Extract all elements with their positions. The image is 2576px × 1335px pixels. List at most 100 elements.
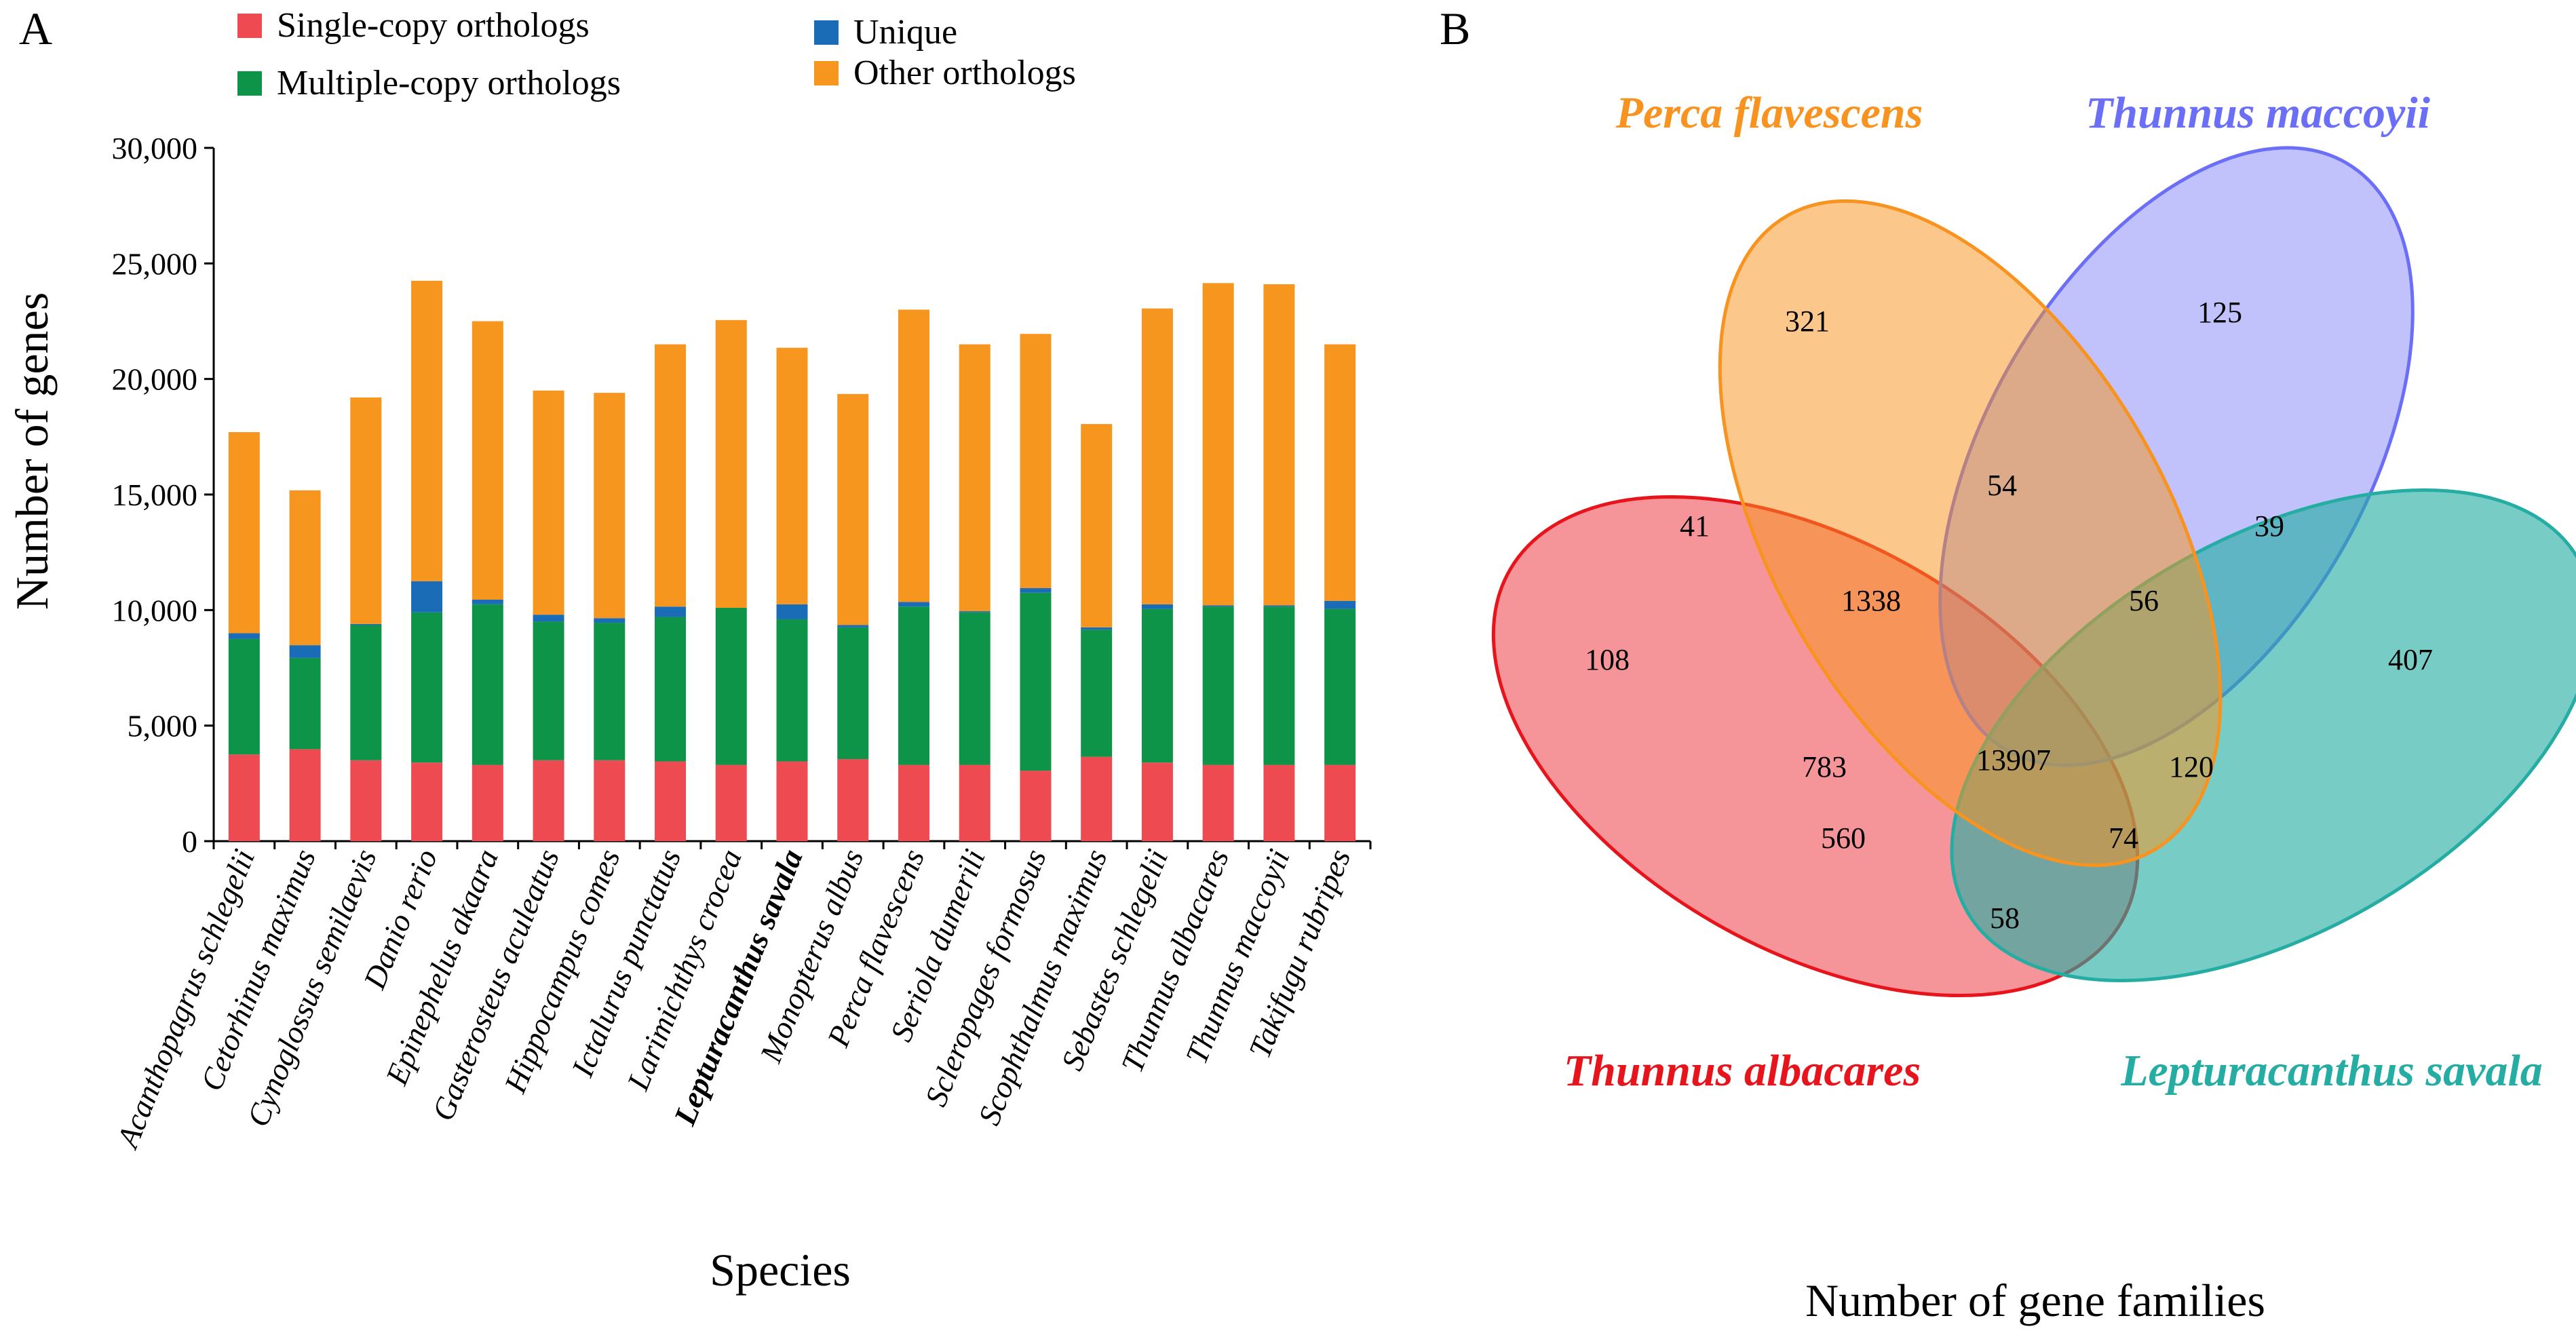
- y-tick-label: 25,000: [112, 246, 198, 281]
- bar-multiple-copy-orthologs-seriola-dumerili: [959, 612, 991, 765]
- bar-single-copy-orthologs-acanthopagrus-schlegelii: [228, 754, 260, 841]
- bar-other-orthologs-hippocampus-comes: [594, 393, 626, 619]
- venn-count-perca-flavescens-and-thunnus-maccoyii-and-thunnus-albacares-and-lepturacanthus-savala: 13907: [1976, 743, 2051, 777]
- legend-item-unique: Unique: [814, 13, 957, 52]
- bar-other-orthologs-ictalurus-punctatus: [655, 344, 687, 607]
- venn-count-thunnus-maccoyii-and-thunnus-albacares: 783: [1802, 750, 1847, 783]
- venn-ellipse-perca-flavescens: [1718, 199, 2223, 868]
- venn-set-label-thunnus-maccoyii: Thunnus maccoyii: [2085, 88, 2431, 138]
- bar-multiple-copy-orthologs-monopterus-albus: [837, 627, 869, 760]
- bar-single-copy-orthologs-scleropages-formosus: [1020, 771, 1052, 841]
- bar-multiple-copy-orthologs-cynoglossus-semilaevis: [350, 625, 382, 760]
- venn-set-labels: Perca flavescens Thunnus maccoyii Thunnus …: [1564, 88, 2543, 1096]
- venn-count-perca-flavescens: 321: [1785, 305, 1830, 338]
- bar-single-copy-orthologs-monopterus-albus: [837, 759, 869, 841]
- legend-swatch: [237, 14, 262, 38]
- bar-other-orthologs-monopterus-albus: [837, 393, 869, 625]
- bar-multiple-copy-orthologs-larimichthys-crocea: [715, 607, 747, 765]
- bar-unique-scleropages-formosus: [1020, 587, 1052, 593]
- venn-region-counts: 321 125 54 41 39 1338 56 108 407 783 13907 120 560 74…: [1585, 296, 2433, 935]
- venn-title: Number of gene families: [1805, 1275, 2265, 1326]
- venn-count-perca-flavescens-and-thunnus-albacares: 41: [1680, 509, 1710, 543]
- y-tick-label: 15,000: [112, 478, 198, 512]
- legend-label: Unique: [853, 13, 957, 52]
- bar-multiple-copy-orthologs-ictalurus-punctatus: [655, 617, 687, 762]
- bar-other-orthologs-epinephelus-akaara: [472, 321, 503, 600]
- bar-multiple-copy-orthologs-hippocampus-comes: [594, 623, 626, 760]
- bar-unique-hippocampus-comes: [594, 618, 626, 623]
- bar-multiple-copy-orthologs-danio-rerio: [411, 612, 443, 763]
- y-axis: 0 5,000 10,000 15,000 20,000 25,000 30,000: [112, 131, 1370, 859]
- y-tick-label: 10,000: [112, 593, 198, 627]
- bar-multiple-copy-orthologs-acanthopagrus-schlegelii: [228, 638, 260, 755]
- legend-item-other-orthologs: Other orthologs: [814, 54, 1076, 92]
- bar-single-copy-orthologs-hippocampus-comes: [594, 760, 626, 841]
- bar-unique-thunnus-maccoyii: [1263, 605, 1295, 607]
- y-tick-label: 30,000: [112, 131, 198, 166]
- legend-swatch: [814, 61, 839, 85]
- bar-unique-perca-flavescens: [898, 602, 929, 607]
- venn-count-thunnus-maccoyii-and-thunnus-albacares-and-lepturacanthus-savala: 560: [1821, 821, 1866, 855]
- bar-single-copy-orthologs-lepturacanthus-savala: [776, 761, 808, 841]
- bar-unique-acanthopagrus-schlegelii: [228, 633, 260, 639]
- bar-unique-epinephelus-akaara: [472, 600, 503, 604]
- y-tick-label: 0: [182, 824, 197, 859]
- y-tick-label: 5,000: [128, 709, 198, 743]
- panel-b-label: B: [1440, 3, 1470, 54]
- bar-other-orthologs-larimichthys-crocea: [715, 320, 747, 608]
- bar-unique-thunnus-albacares: [1202, 605, 1234, 607]
- bar-other-orthologs-lepturacanthus-savala: [776, 347, 808, 604]
- bar-unique-gasterosteus-aculeatus: [533, 615, 564, 622]
- bar-single-copy-orthologs-perca-flavescens: [898, 765, 929, 841]
- venn-count-perca-flavescens-and-thunnus-maccoyii: 54: [1987, 469, 2017, 502]
- bar-unique-monopterus-albus: [837, 625, 869, 627]
- bar-other-orthologs-sebastes-schlegelii: [1141, 308, 1173, 604]
- venn-set-label-lepturacanthus-savala: Lepturacanthus savala: [2120, 1046, 2543, 1096]
- venn-set-label-perca-flavescens: Perca flavescens: [1615, 88, 1923, 138]
- bar-unique-sebastes-schlegelii: [1141, 604, 1173, 609]
- venn-count-lepturacanthus-savala: 407: [2388, 643, 2433, 676]
- bar-multiple-copy-orthologs-lepturacanthus-savala: [776, 619, 808, 762]
- legend-item-multiple-copy-orthologs: Multiple-copy orthologs: [237, 64, 621, 102]
- legend-label: Multiple-copy orthologs: [277, 64, 621, 102]
- bar-single-copy-orthologs-scophthalmus-maximus: [1081, 756, 1113, 841]
- bar-other-orthologs-takifugu-rubripes: [1324, 344, 1356, 601]
- stacked-bar-chart: Single-copy orthologs Multiple-copy ortho…: [6, 6, 1372, 1296]
- bar-unique-danio-rerio: [411, 581, 443, 613]
- bar-single-copy-orthologs-larimichthys-crocea: [715, 765, 747, 841]
- bar-multiple-copy-orthologs-sebastes-schlegelii: [1141, 608, 1173, 763]
- bar-multiple-copy-orthologs-cetorhinus-maximus: [289, 657, 321, 750]
- venn-count-perca-flavescens-and-thunnus-maccoyii-and-lepturacanthus-savala: 56: [2129, 584, 2159, 617]
- legend-swatch: [814, 20, 839, 45]
- bar-unique-scophthalmus-maximus: [1081, 627, 1113, 630]
- legend-label: Single-copy orthologs: [277, 6, 590, 45]
- bar-other-orthologs-danio-rerio: [411, 280, 443, 581]
- bar-unique-lepturacanthus-savala: [776, 604, 808, 619]
- bar-other-orthologs-thunnus-maccoyii: [1263, 284, 1295, 606]
- venn-diagram: 321 125 54 41 39 1338 56 108 407 783 13907 120 560 74…: [1491, 88, 2576, 1326]
- bar-multiple-copy-orthologs-scleropages-formosus: [1020, 592, 1052, 771]
- x-axis-label: Species: [710, 1244, 851, 1296]
- y-tick-label: 20,000: [112, 362, 198, 397]
- bar-unique-ictalurus-punctatus: [655, 606, 687, 617]
- bar-other-orthologs-scophthalmus-maximus: [1081, 424, 1113, 627]
- bar-multiple-copy-orthologs-perca-flavescens: [898, 606, 929, 765]
- legend-item-single-copy-orthologs: Single-copy orthologs: [237, 6, 590, 45]
- bar-other-orthologs-gasterosteus-aculeatus: [533, 390, 564, 615]
- bar-single-copy-orthologs-cetorhinus-maximus: [289, 749, 321, 841]
- bar-other-orthologs-acanthopagrus-schlegelii: [228, 432, 260, 634]
- legend-label: Other orthologs: [853, 54, 1076, 92]
- bar-multiple-copy-orthologs-epinephelus-akaara: [472, 604, 503, 765]
- venn-count-thunnus-albacares: 108: [1585, 643, 1630, 676]
- bar-unique-seriola-dumerili: [959, 611, 991, 613]
- bar-single-copy-orthologs-danio-rerio: [411, 762, 443, 841]
- venn-count-perca-flavescens-and-thunnus-maccoyii-and-thunnus-albacares: 1338: [1841, 584, 1901, 617]
- panel-a-label: A: [19, 3, 52, 54]
- bar-single-copy-orthologs-gasterosteus-aculeatus: [533, 760, 564, 841]
- bar-single-copy-orthologs-sebastes-schlegelii: [1141, 762, 1173, 841]
- bar-single-copy-orthologs-cynoglossus-semilaevis: [350, 760, 382, 841]
- venn-count-thunnus-maccoyii-and-lepturacanthus-savala: 39: [2254, 509, 2284, 543]
- bar-other-orthologs-cetorhinus-maximus: [289, 490, 321, 646]
